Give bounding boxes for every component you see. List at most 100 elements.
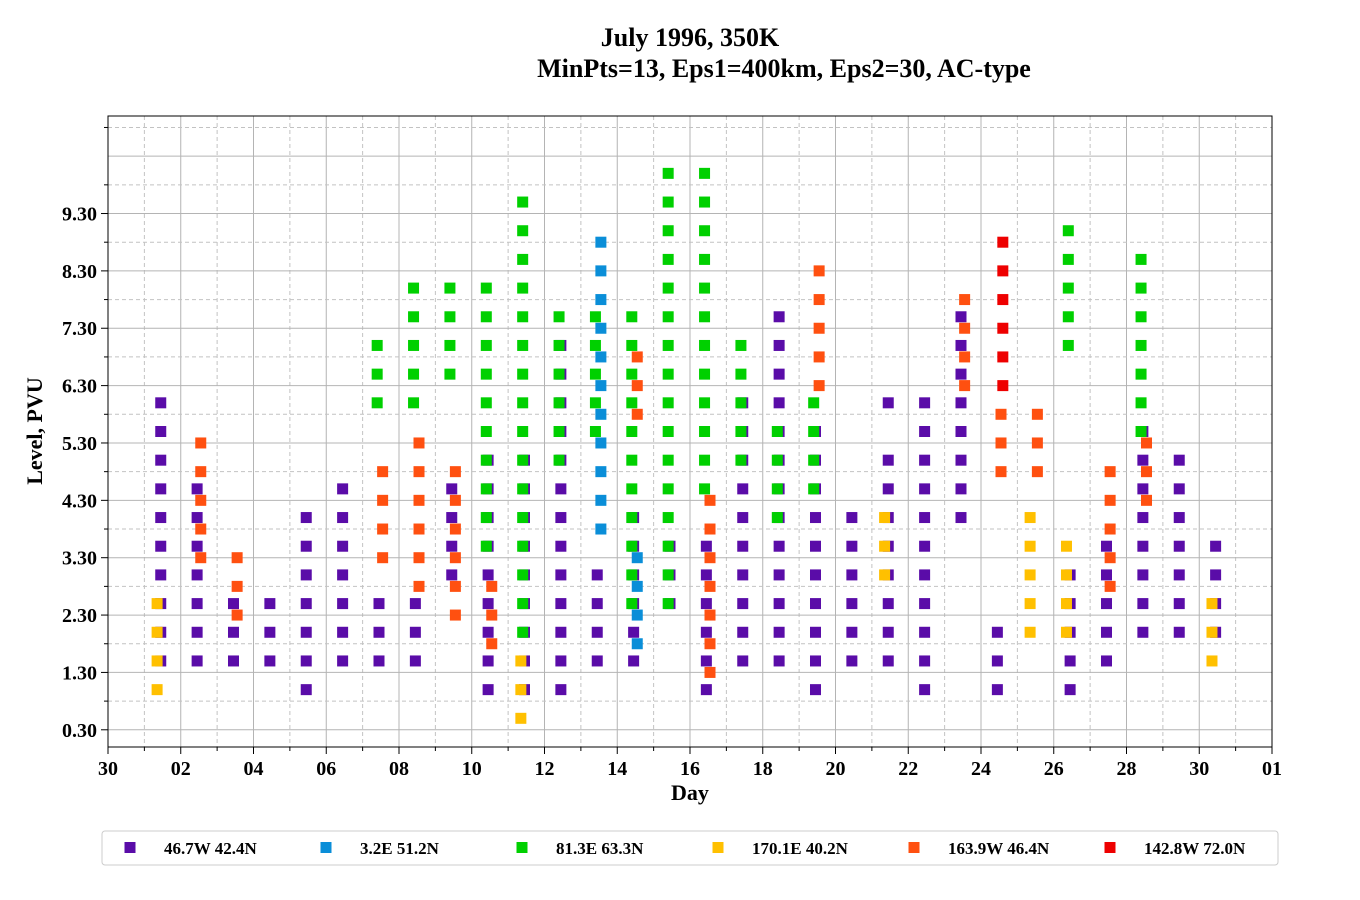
data-point bbox=[555, 512, 567, 524]
data-point bbox=[919, 626, 931, 638]
data-point bbox=[449, 466, 461, 478]
data-point bbox=[1135, 397, 1147, 409]
data-point bbox=[480, 454, 492, 466]
data-point bbox=[813, 265, 825, 277]
data-point bbox=[517, 311, 529, 323]
data-point bbox=[626, 397, 638, 409]
data-point bbox=[813, 380, 825, 392]
data-point bbox=[1206, 655, 1218, 667]
data-point bbox=[595, 437, 607, 449]
data-point bbox=[1137, 512, 1149, 524]
x-tick-label: 20 bbox=[826, 758, 846, 780]
data-point bbox=[446, 512, 458, 524]
x-tick-label: 08 bbox=[389, 758, 409, 780]
data-point bbox=[955, 311, 967, 323]
data-point bbox=[1024, 512, 1036, 524]
data-point bbox=[1062, 282, 1074, 294]
data-point bbox=[1173, 540, 1185, 552]
data-point bbox=[919, 540, 931, 552]
data-point bbox=[1173, 569, 1185, 581]
data-point bbox=[413, 494, 425, 506]
data-point bbox=[1135, 426, 1147, 437]
data-point bbox=[1173, 483, 1185, 495]
data-point bbox=[300, 626, 312, 638]
data-point bbox=[846, 626, 858, 638]
data-point bbox=[373, 626, 385, 638]
data-point bbox=[195, 552, 207, 564]
data-point bbox=[553, 339, 565, 351]
data-point bbox=[480, 339, 492, 351]
data-point bbox=[155, 397, 167, 409]
data-point bbox=[1135, 282, 1147, 294]
data-point bbox=[480, 368, 492, 380]
data-point bbox=[517, 626, 529, 638]
data-point bbox=[809, 626, 821, 638]
data-point bbox=[735, 339, 747, 351]
data-point bbox=[591, 626, 603, 638]
data-point bbox=[699, 397, 711, 409]
x-tick-label: 18 bbox=[753, 758, 773, 780]
data-point bbox=[371, 397, 383, 409]
data-point bbox=[151, 655, 163, 667]
data-point bbox=[337, 512, 349, 524]
data-point bbox=[517, 540, 529, 552]
data-point bbox=[444, 311, 456, 323]
data-point bbox=[155, 483, 167, 495]
data-point bbox=[589, 426, 601, 437]
data-point bbox=[446, 540, 458, 552]
data-point bbox=[480, 282, 492, 294]
y-axis-label: Level, PVU bbox=[22, 377, 47, 485]
data-point bbox=[809, 598, 821, 610]
data-point bbox=[1064, 684, 1076, 696]
data-point bbox=[449, 523, 461, 535]
data-point bbox=[300, 684, 312, 696]
data-point bbox=[413, 552, 425, 564]
data-point bbox=[517, 426, 529, 437]
data-point bbox=[631, 552, 643, 564]
data-point bbox=[699, 368, 711, 380]
data-point bbox=[337, 626, 349, 638]
data-point bbox=[300, 598, 312, 610]
y-tick-label: 6.30 bbox=[62, 376, 97, 398]
data-point bbox=[413, 437, 425, 449]
data-point bbox=[1104, 466, 1116, 478]
data-point bbox=[662, 540, 674, 552]
y-tick-label: 4.30 bbox=[62, 490, 97, 512]
data-point bbox=[699, 311, 711, 323]
data-point bbox=[1100, 655, 1112, 667]
data-point bbox=[959, 351, 971, 363]
y-tick-label: 7.30 bbox=[62, 318, 97, 340]
x-tick-label: 12 bbox=[535, 758, 555, 780]
data-point bbox=[704, 552, 716, 564]
x-tick-label: 24 bbox=[971, 758, 991, 780]
data-point bbox=[155, 512, 167, 524]
data-point bbox=[449, 494, 461, 506]
data-point bbox=[1064, 655, 1076, 667]
data-point bbox=[882, 483, 894, 495]
data-point bbox=[595, 523, 607, 535]
data-point bbox=[662, 598, 674, 610]
series-3 bbox=[151, 512, 1218, 724]
axes: 30 02 04 06 08 10 12 14 16 18 20 22 24 26 28 30 01 0.30 1.… bbox=[62, 126, 1282, 780]
data-point bbox=[1104, 580, 1116, 592]
data-point bbox=[997, 380, 1009, 392]
data-point bbox=[771, 454, 783, 466]
data-point bbox=[515, 712, 527, 724]
data-point bbox=[737, 483, 749, 495]
data-point bbox=[809, 569, 821, 581]
y-tick-label: 3.30 bbox=[62, 548, 97, 570]
data-point bbox=[699, 339, 711, 351]
data-point bbox=[1062, 339, 1074, 351]
data-point bbox=[482, 626, 494, 638]
data-point bbox=[227, 598, 239, 610]
data-point bbox=[882, 454, 894, 466]
data-point bbox=[553, 311, 565, 323]
data-point bbox=[480, 540, 492, 552]
data-point bbox=[1100, 626, 1112, 638]
legend-marker bbox=[908, 842, 920, 853]
data-point bbox=[704, 666, 716, 678]
data-point bbox=[704, 580, 716, 592]
data-point bbox=[1135, 368, 1147, 380]
x-tick-label: 16 bbox=[680, 758, 700, 780]
data-point bbox=[555, 598, 567, 610]
